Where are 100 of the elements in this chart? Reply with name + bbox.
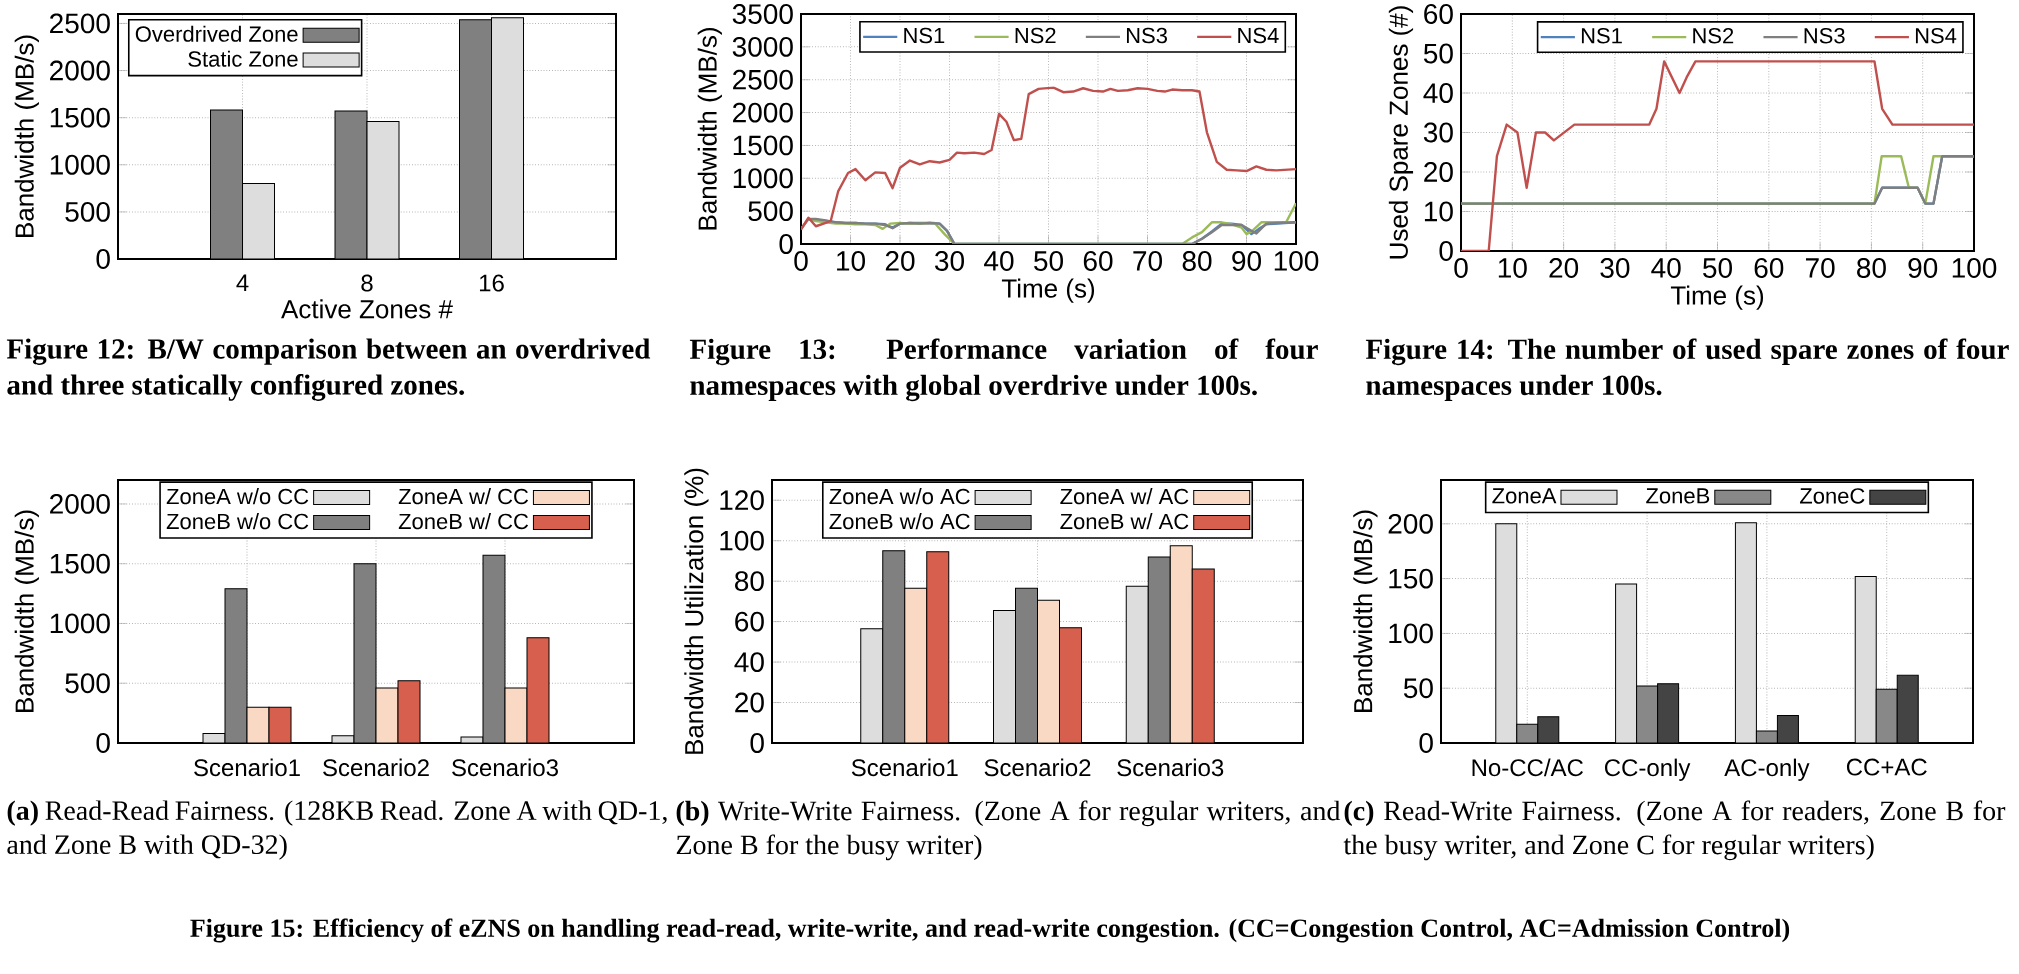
x-tick-label: AC-only xyxy=(1724,758,1810,781)
y-tick-label: 2000 xyxy=(50,60,110,81)
x-tick-label: 10 xyxy=(1498,258,1527,278)
text: (b) Write-Write Fairness. (Zone A for regular writers, and Zone B for the busy writer) xyxy=(676,800,1341,861)
caption: Figure 12: B/W comparison between an overdrived and three statically configured zones. xyxy=(6,338,651,401)
x-tick-label: 60 xyxy=(1083,251,1113,271)
x-tick-label: 16 xyxy=(479,274,504,292)
legend-label: Static Zone xyxy=(188,50,298,67)
y-tick-label: 40 xyxy=(734,652,764,672)
y-tick-label: 80 xyxy=(735,571,764,592)
x-tick-label: Scenario2 xyxy=(323,758,429,777)
x-tick-label: CC-only xyxy=(1604,758,1691,781)
x-tick-label: 70 xyxy=(1805,258,1835,278)
y-tick-label: 1500 xyxy=(50,553,110,574)
y-axis-title: Used Spare Zones (#) xyxy=(1388,6,1414,259)
y-tick-label: 3000 xyxy=(732,36,793,57)
y-tick-label: 500 xyxy=(65,673,110,694)
y-tick-label: 120 xyxy=(720,490,764,511)
x-tick-label: 90 xyxy=(1232,251,1261,271)
y-tick-label: 0 xyxy=(1419,733,1433,753)
x-tick-label: 60 xyxy=(1754,258,1784,278)
x-tick-label: 70 xyxy=(1133,251,1162,271)
x-tick-label: 50 xyxy=(1034,251,1063,271)
y-tick-label: 50 xyxy=(1403,678,1433,699)
legend-label: ZoneA w/ AC xyxy=(1060,488,1189,505)
x-tick-label: 40 xyxy=(1651,258,1681,278)
y-axis-title: Bandwidth Utilization (%) xyxy=(684,468,709,754)
y-tick-label: 50 xyxy=(1423,43,1453,64)
y-axis-title: Bandwidth (MB/s) xyxy=(14,35,39,237)
x-tick-label: No-CC/AC xyxy=(1472,758,1584,777)
y-tick-label: 40 xyxy=(1423,83,1453,103)
legend-label: ZoneA xyxy=(1492,488,1557,504)
x-tick-label: 80 xyxy=(1182,251,1212,271)
y-tick-label: 10 xyxy=(1424,201,1453,222)
y-tick-label: 500 xyxy=(65,201,110,222)
legend-label: NS2 xyxy=(1693,27,1734,44)
y-tick-label: 30 xyxy=(1423,122,1453,143)
x-tick-label: 90 xyxy=(1908,258,1938,278)
y-axis-title: Bandwidth (MB/s) xyxy=(1353,510,1378,712)
x-tick-label: 0 xyxy=(1454,258,1468,278)
x-axis-title: Time (s) xyxy=(1670,285,1764,310)
x-tick-label: 0 xyxy=(794,251,808,271)
x-tick-label: 8 xyxy=(361,274,373,292)
x-tick-label: 4 xyxy=(236,274,249,292)
y-tick-label: 1000 xyxy=(50,154,110,175)
y-tick-label: 150 xyxy=(1389,568,1433,589)
x-tick-label: 20 xyxy=(885,251,915,271)
x-tick-label: 30 xyxy=(1600,258,1630,278)
x-tick-label: 80 xyxy=(1857,258,1886,278)
y-tick-label: 20 xyxy=(735,692,764,713)
x-tick-label: 20 xyxy=(1549,258,1579,278)
text: (a) Read-Read Fairness. (128KB Read. Zone A with QD-1, and Zone B with QD-32) xyxy=(7,800,667,860)
x-tick-label: Scenario3 xyxy=(452,758,558,777)
y-tick-label: 0 xyxy=(750,733,764,753)
caption: Figure 13: Performance variation of four namespaces with global overdrive under 100s. xyxy=(689,338,1318,402)
x-axis-title: Time (s) xyxy=(1001,278,1095,303)
y-tick-label: 2500 xyxy=(50,13,110,34)
y-tick-label: 100 xyxy=(1389,623,1433,644)
legend-label: Overdrived Zone xyxy=(135,25,298,42)
y-tick-label: 1000 xyxy=(50,613,110,634)
x-tick-label: Scenario1 xyxy=(194,758,300,777)
y-tick-label: 1500 xyxy=(733,135,793,156)
x-tick-label: 100 xyxy=(1274,251,1319,271)
legend-label: ZoneB w/o AC xyxy=(829,513,970,530)
y-tick-label: 20 xyxy=(1424,162,1453,182)
y-tick-label: 200 xyxy=(1388,513,1433,534)
caption: Figure 15: Efficiency of eZNS on handling read-read, write-write, and read-write congestion. (CC=Congestion Control, AC=Admission Control) xyxy=(190,918,1790,943)
legend-label: ZoneB w/o CC xyxy=(166,513,309,530)
legend-label: NS4 xyxy=(1915,27,1957,44)
legend-label: ZoneB xyxy=(1646,488,1710,504)
y-axis-title: Bandwidth (MB/s) xyxy=(697,28,722,230)
y-tick-label: 0 xyxy=(779,234,793,254)
x-tick-label: 10 xyxy=(837,251,865,271)
y-tick-label: 500 xyxy=(748,201,793,222)
legend-label: ZoneC xyxy=(1799,488,1865,504)
x-axis-title: Active Zones # xyxy=(281,299,453,319)
caption: Figure 14: The number of used spare zones of four namespaces under 100s. xyxy=(1365,338,2009,401)
x-tick-label: Scenario3 xyxy=(1117,758,1224,777)
y-tick-label: 1000 xyxy=(733,168,793,189)
y-tick-label: 2000 xyxy=(733,102,793,123)
legend-label: ZoneB w/ CC xyxy=(398,513,529,530)
legend-label: NS4 xyxy=(1238,27,1279,44)
x-tick-label: 40 xyxy=(984,251,1014,271)
y-tick-label: 3500 xyxy=(732,4,793,24)
legend-label: NS2 xyxy=(1015,27,1056,44)
legend-label: ZoneA w/o CC xyxy=(166,488,309,505)
legend-label: ZoneB w/ AC xyxy=(1060,513,1189,530)
legend-label: NS3 xyxy=(1804,27,1845,44)
x-tick-label: Scenario2 xyxy=(984,758,1091,777)
y-axis-title: Bandwidth (MB/s) xyxy=(14,510,39,712)
x-tick-label: 50 xyxy=(1703,258,1732,278)
y-tick-label: 2000 xyxy=(50,493,110,514)
y-tick-label: 60 xyxy=(1424,4,1453,24)
x-tick-label: CC+AC xyxy=(1846,758,1927,776)
x-tick-label: Scenario1 xyxy=(851,758,958,777)
legend-label: NS1 xyxy=(904,27,945,44)
x-tick-label: 100 xyxy=(1952,258,1997,278)
legend-label: ZoneA w/o AC xyxy=(829,488,970,505)
legend-label: NS3 xyxy=(1126,27,1167,44)
y-tick-label: 2500 xyxy=(733,69,793,90)
